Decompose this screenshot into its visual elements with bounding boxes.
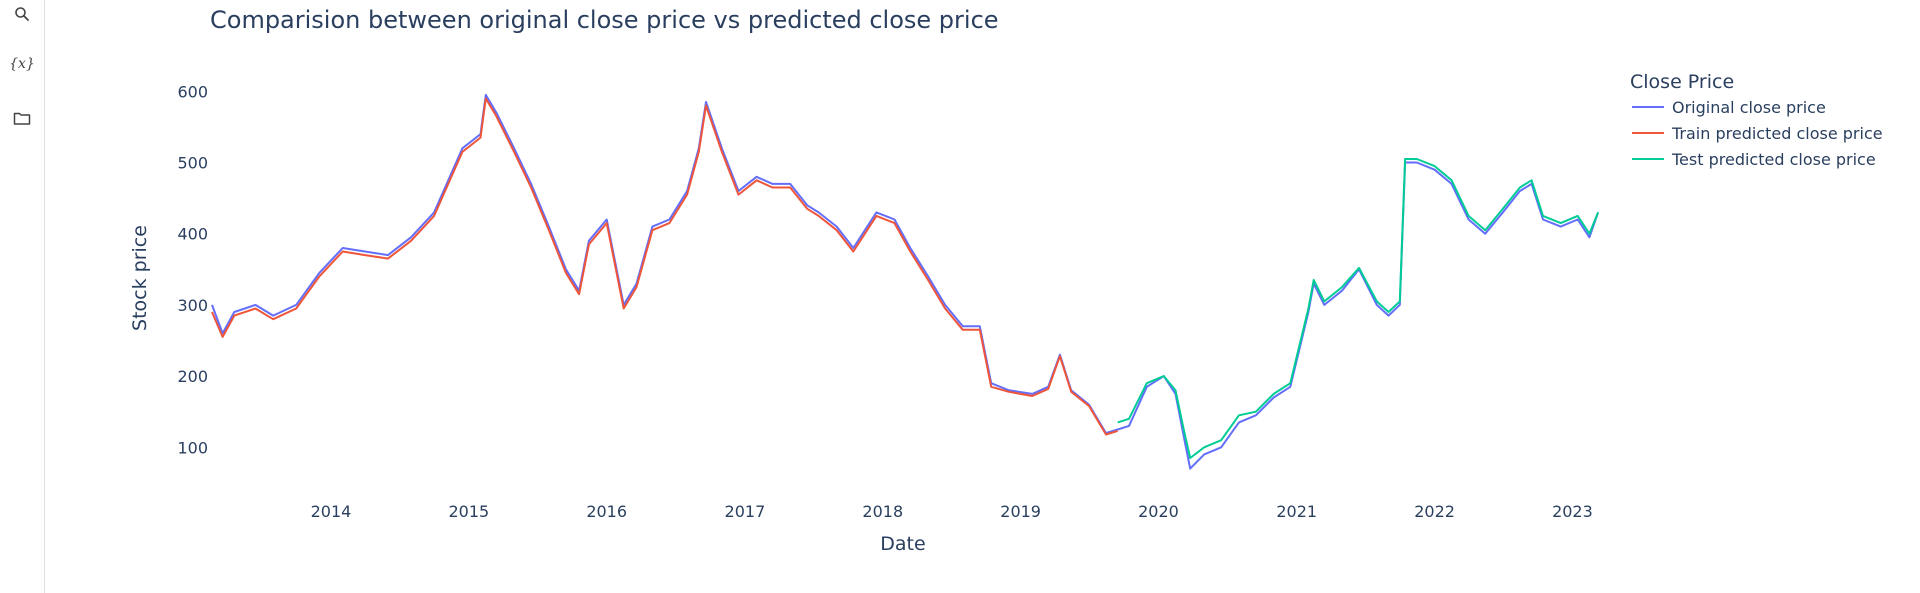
x-tick-label: 2018 bbox=[862, 502, 903, 521]
y-tick-label: 100 bbox=[177, 438, 208, 457]
y-tick-label: 300 bbox=[177, 296, 208, 315]
series-line-2 bbox=[211, 97, 1118, 436]
legend-label: Train predicted close price bbox=[1671, 124, 1883, 143]
x-axis-ticks: 2014 2015 2016 2017 2018 2019 2020 2021 2022 2023 bbox=[311, 502, 1593, 521]
variables-icon[interactable]: {x} bbox=[9, 56, 35, 72]
x-axis-title: Date bbox=[880, 533, 925, 555]
x-tick-label: 2022 bbox=[1414, 502, 1455, 521]
chart-title: Comparision between original close price… bbox=[210, 6, 999, 34]
side-rail: {x} bbox=[0, 0, 45, 593]
y-tick-label: 400 bbox=[177, 225, 208, 244]
legend-label: Original close price bbox=[1672, 98, 1826, 117]
y-tick-label: 500 bbox=[177, 154, 208, 173]
x-tick-label: 2017 bbox=[725, 502, 766, 521]
search-icon[interactable] bbox=[10, 2, 34, 26]
x-tick-label: 2020 bbox=[1138, 502, 1179, 521]
y-axis-ticks: 100 200 300 400 500 600 bbox=[177, 82, 208, 457]
legend-item[interactable]: Train predicted close price bbox=[1632, 124, 1883, 143]
x-tick-label: 2023 bbox=[1552, 502, 1593, 521]
legend-label: Test predicted close price bbox=[1671, 150, 1876, 169]
series-line-3 bbox=[1117, 158, 1600, 459]
legend-item[interactable]: Original close price bbox=[1632, 98, 1826, 117]
x-tick-label: 2019 bbox=[1000, 502, 1041, 521]
x-tick-label: 2016 bbox=[586, 502, 627, 521]
series-line-1 bbox=[211, 93, 1600, 470]
legend-item[interactable]: Test predicted close price bbox=[1632, 150, 1876, 169]
plot-area bbox=[211, 93, 1600, 470]
y-tick-label: 600 bbox=[177, 82, 208, 101]
x-tick-label: 2015 bbox=[448, 502, 489, 521]
legend: Close Price Original close price Train pr… bbox=[1630, 71, 1883, 169]
x-tick-label: 2014 bbox=[311, 502, 352, 521]
y-tick-label: 200 bbox=[177, 367, 208, 386]
folder-icon[interactable] bbox=[10, 106, 34, 130]
legend-title: Close Price bbox=[1630, 71, 1734, 93]
y-axis-title: Stock price bbox=[129, 225, 151, 331]
x-tick-label: 2021 bbox=[1276, 502, 1317, 521]
